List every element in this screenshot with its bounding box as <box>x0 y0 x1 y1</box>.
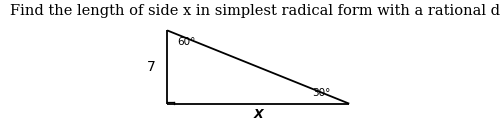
Text: X: X <box>254 108 263 121</box>
Text: 60°: 60° <box>177 37 195 47</box>
Text: 30°: 30° <box>312 88 331 98</box>
Text: Find the length of side x in simplest radical form with a rational denominator.: Find the length of side x in simplest ra… <box>10 4 500 18</box>
Text: 7: 7 <box>147 60 156 74</box>
